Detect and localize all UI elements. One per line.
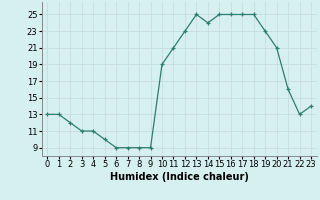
X-axis label: Humidex (Indice chaleur): Humidex (Indice chaleur) bbox=[110, 172, 249, 182]
